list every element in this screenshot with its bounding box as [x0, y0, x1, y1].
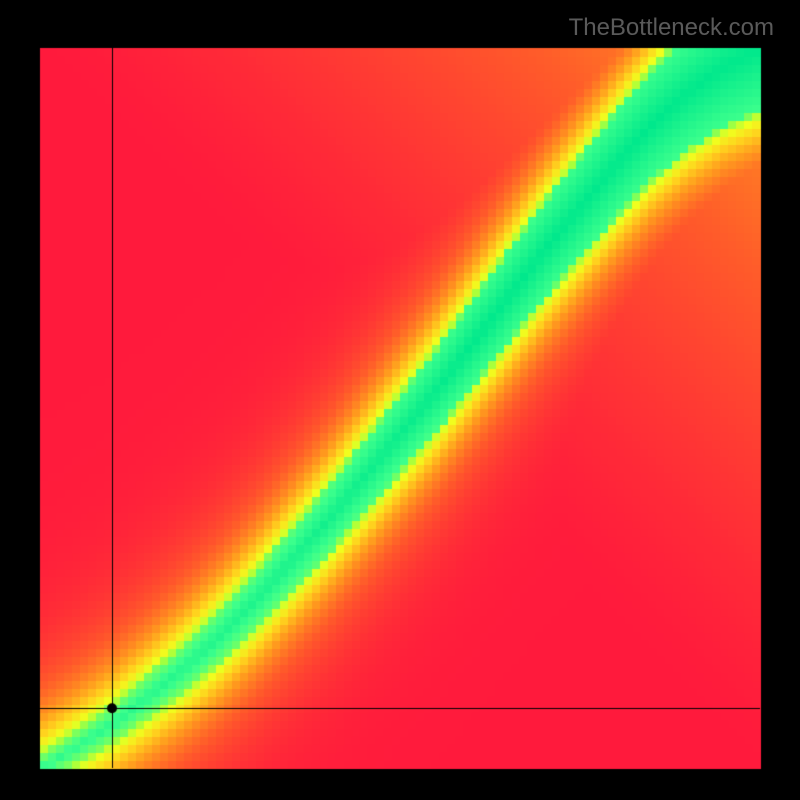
watermark-text: TheBottleneck.com: [569, 14, 774, 42]
bottleneck-heatmap: [0, 0, 800, 800]
root: TheBottleneck.com: [0, 0, 800, 800]
